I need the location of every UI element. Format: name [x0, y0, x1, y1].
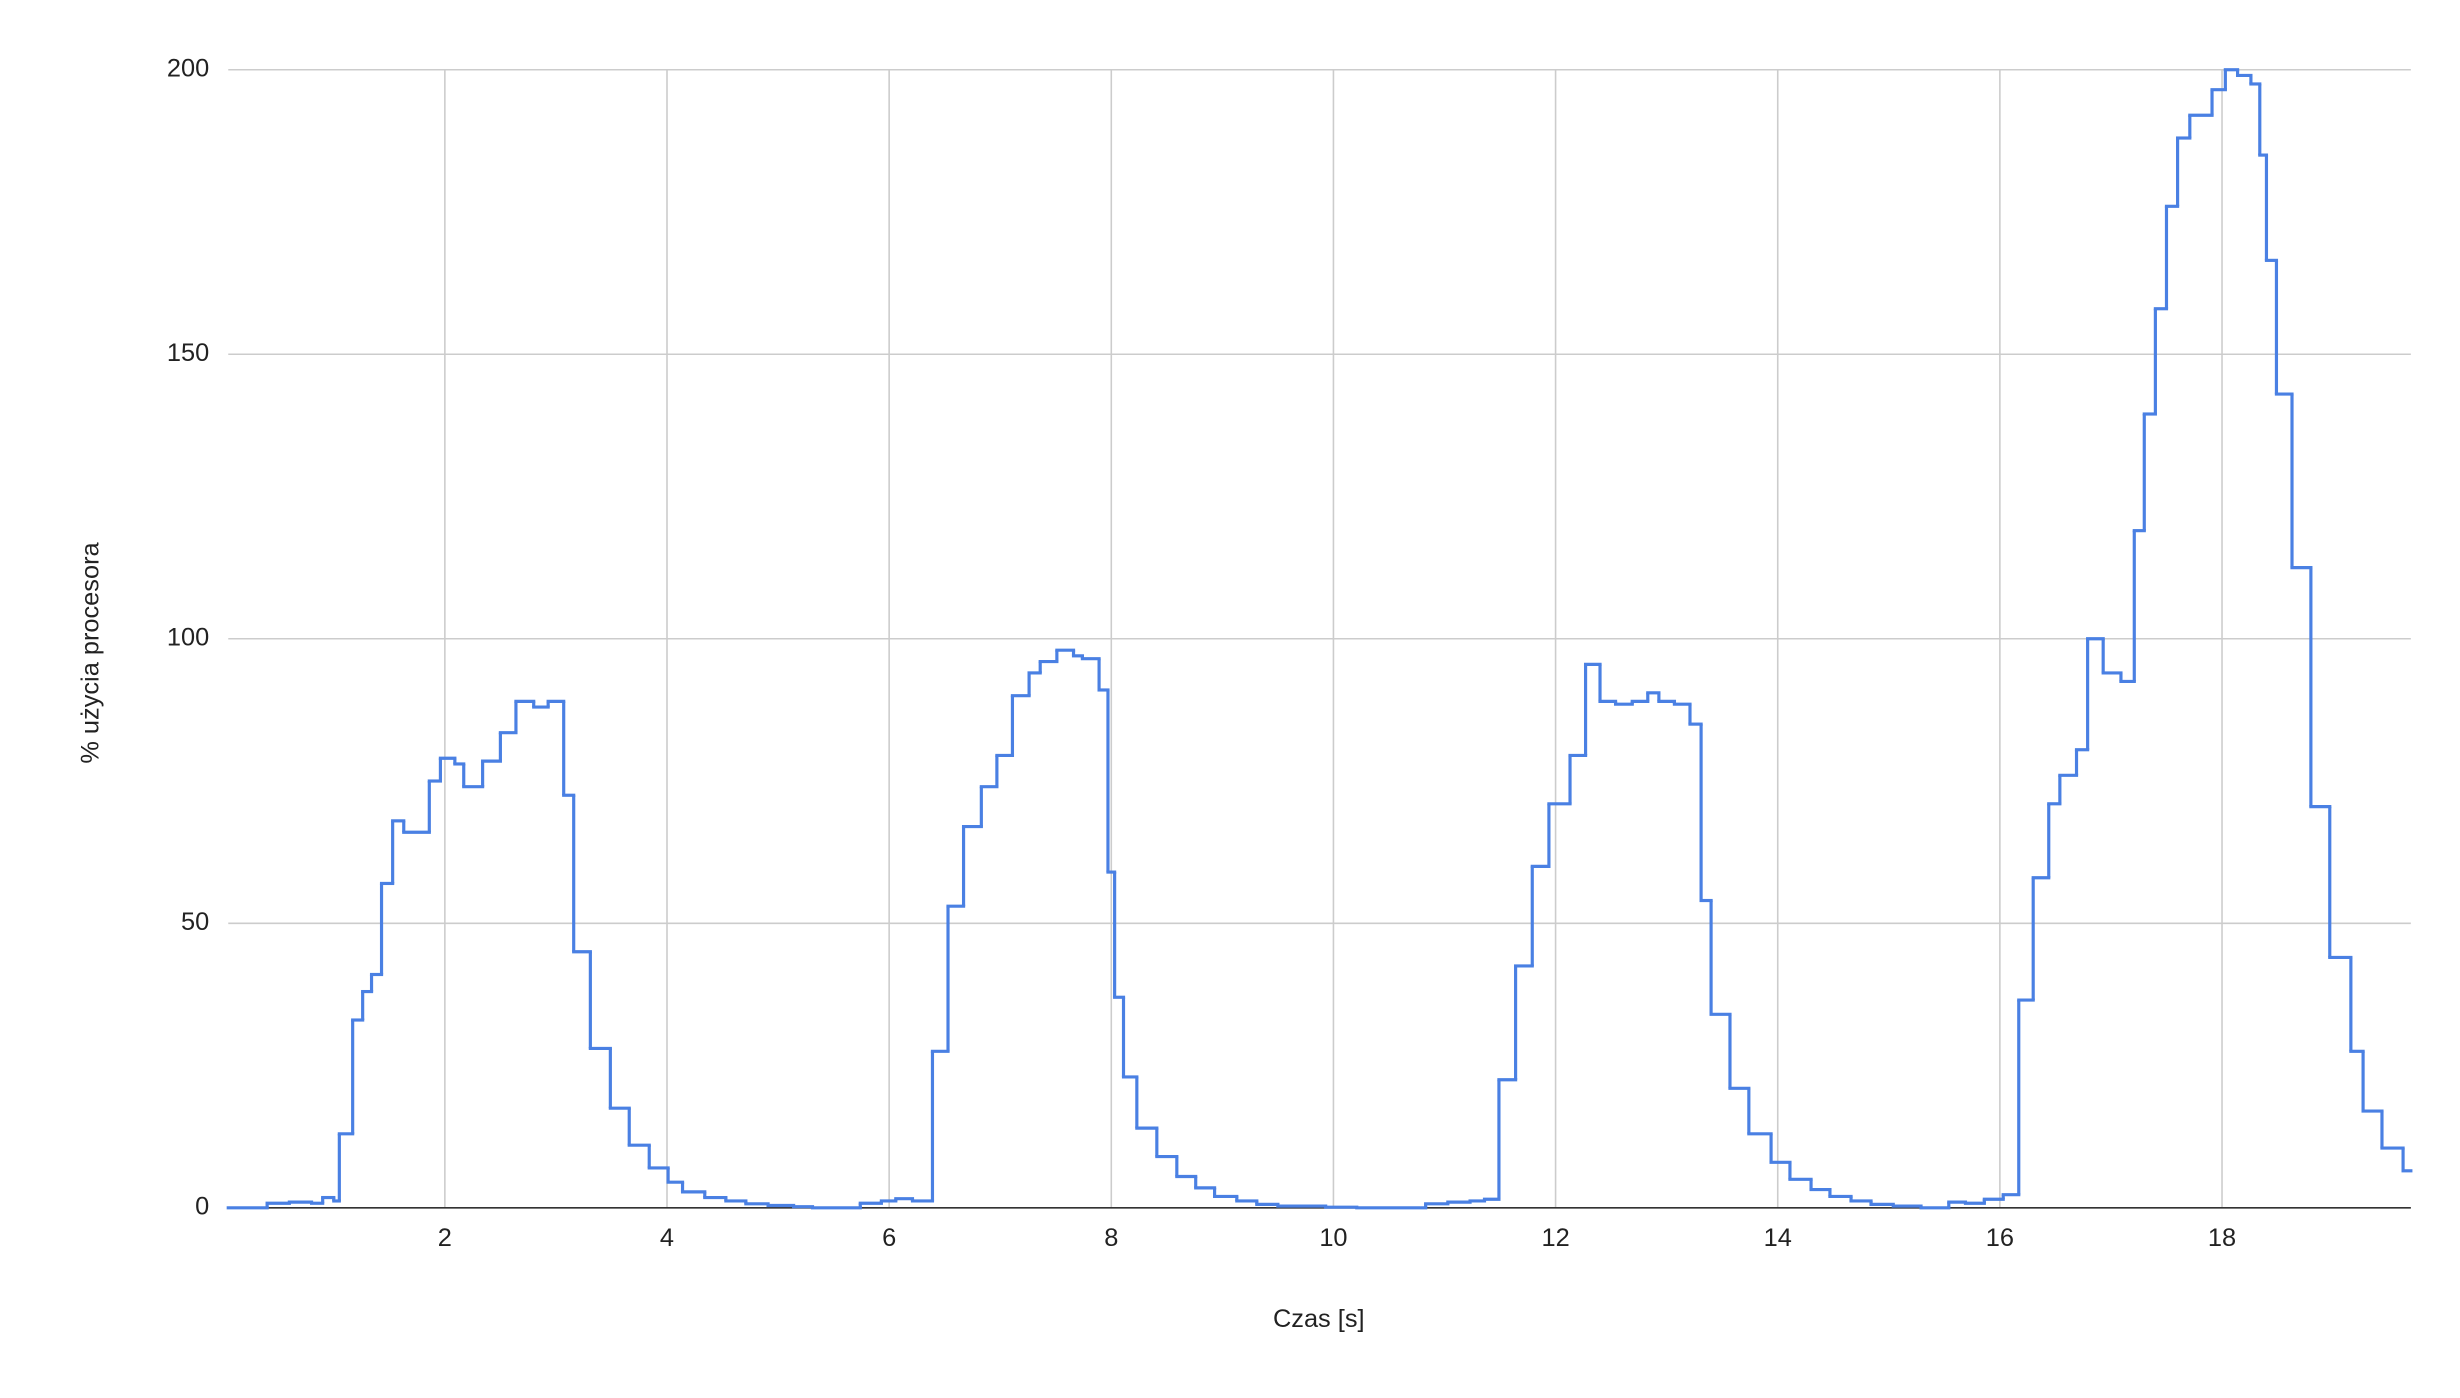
- x-tick-label: 14: [1764, 1224, 1792, 1252]
- y-tick-label: 100: [167, 623, 209, 651]
- x-axis-title: Czas [s]: [1273, 1305, 1365, 1333]
- y-tick-label: 50: [181, 908, 209, 936]
- x-tick-label: 18: [2208, 1224, 2236, 1252]
- x-tick-label: 12: [1541, 1224, 1569, 1252]
- x-tick-label: 8: [1104, 1224, 1118, 1252]
- x-tick-label: 10: [1319, 1224, 1347, 1252]
- x-tick-label: 4: [660, 1224, 674, 1252]
- x-tick-label: 16: [1986, 1224, 2014, 1252]
- y-tick-label: 0: [195, 1192, 209, 1220]
- x-tick-label: 2: [438, 1224, 452, 1252]
- y-tick-label: 150: [167, 339, 209, 367]
- x-tick-label: 6: [882, 1224, 896, 1252]
- y-tick-label: 200: [167, 54, 209, 82]
- y-axis-title: % użycia procesora: [77, 541, 105, 763]
